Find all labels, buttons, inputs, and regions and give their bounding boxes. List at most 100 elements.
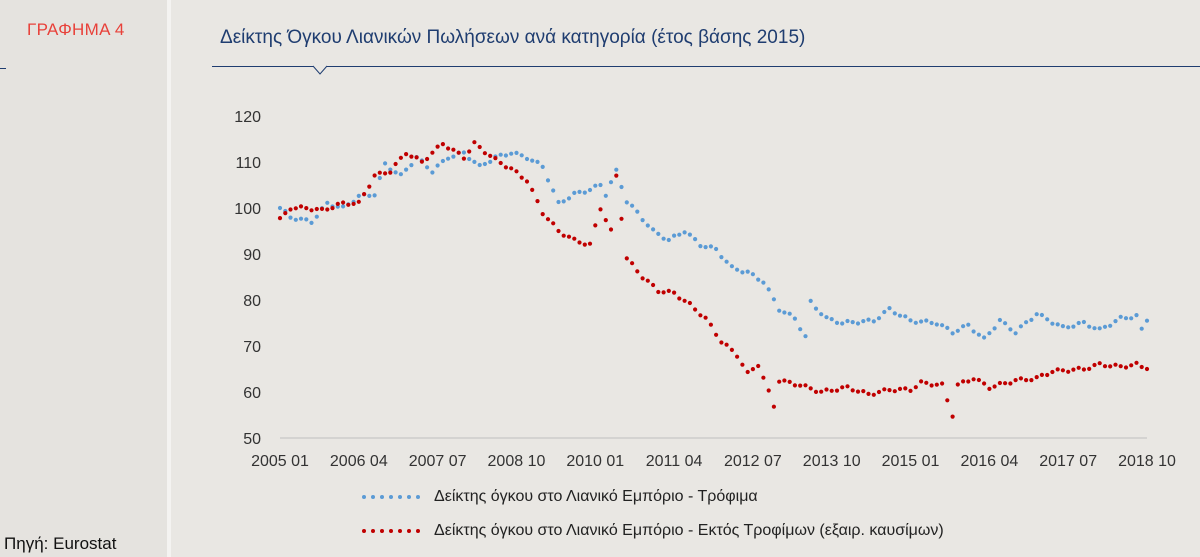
data-point (1008, 327, 1013, 332)
data-point (677, 232, 682, 237)
data-point (440, 142, 445, 147)
data-point (1024, 378, 1029, 383)
data-point (971, 377, 976, 382)
legend-swatch-food (360, 492, 422, 502)
data-point (1108, 323, 1113, 328)
data-point (940, 323, 945, 328)
data-point (404, 152, 409, 157)
data-point (750, 272, 756, 277)
data-point (729, 347, 735, 352)
data-point (761, 280, 766, 285)
x-tick-label: 2010 01 (566, 453, 624, 470)
data-point (582, 242, 587, 247)
data-point (961, 379, 966, 384)
data-point (1060, 368, 1065, 373)
data-point (976, 377, 982, 383)
data-point (398, 172, 403, 177)
data-point (735, 267, 740, 272)
x-tick-label: 2013 10 (803, 453, 861, 470)
data-point (703, 315, 708, 320)
data-point (325, 207, 330, 212)
data-point (556, 199, 561, 205)
data-point (908, 318, 913, 323)
data-point (1018, 376, 1024, 381)
data-point (782, 310, 787, 315)
data-point (1071, 324, 1076, 329)
data-point (777, 308, 782, 313)
data-point (1123, 316, 1129, 321)
data-point (1039, 312, 1044, 318)
data-point (740, 362, 745, 367)
data-point (771, 297, 777, 302)
data-point (409, 163, 414, 168)
data-point (624, 200, 629, 205)
data-point (1008, 381, 1013, 386)
data-point (803, 383, 808, 388)
data-point (1123, 365, 1129, 370)
data-point (850, 320, 855, 325)
data-point (314, 214, 319, 219)
data-point (277, 205, 283, 211)
data-point (861, 389, 866, 394)
data-point (876, 316, 882, 321)
data-point (934, 382, 939, 387)
data-point (1113, 319, 1118, 324)
data-point (524, 156, 530, 162)
data-point (714, 246, 719, 252)
y-tick-label: 70 (243, 339, 261, 356)
data-point (677, 296, 682, 301)
data-point (467, 156, 472, 162)
data-point (472, 140, 477, 145)
data-point (356, 199, 361, 204)
data-point (572, 236, 577, 241)
data-point (682, 298, 687, 303)
data-point (798, 327, 803, 332)
data-point (913, 320, 918, 325)
x-tick-label: 2018 10 (1118, 453, 1176, 470)
data-point (309, 220, 314, 225)
data-point (792, 383, 798, 388)
data-point (1097, 361, 1102, 366)
data-point (992, 384, 997, 389)
data-point (871, 392, 876, 397)
data-point (850, 388, 855, 393)
data-point (761, 375, 766, 380)
data-point (1134, 313, 1139, 318)
data-point (1076, 320, 1081, 326)
data-point (934, 322, 939, 327)
data-point (1060, 324, 1065, 329)
data-point (351, 201, 356, 206)
data-point (1034, 312, 1039, 317)
legend-label-food: Δείκτης όγκου στο Λιανικό Εμπόριο - Τρόφ… (434, 488, 758, 505)
data-point (698, 313, 703, 318)
data-point (624, 256, 629, 261)
data-point (724, 342, 729, 347)
data-point (503, 165, 508, 170)
data-point (314, 206, 319, 212)
data-point (740, 270, 745, 275)
data-point (1029, 317, 1034, 322)
data-point (509, 166, 514, 171)
data-point (651, 227, 656, 232)
data-point (1045, 372, 1050, 378)
data-point (1066, 369, 1071, 374)
data-point (1087, 366, 1092, 371)
data-point (1129, 316, 1134, 321)
data-point (745, 369, 750, 375)
data-point (514, 150, 519, 155)
data-point (1039, 372, 1044, 377)
data-point (855, 321, 861, 326)
data-point (409, 154, 414, 159)
data-point (819, 389, 824, 394)
y-tick-label: 110 (235, 155, 261, 172)
data-point (582, 190, 587, 195)
data-point (603, 218, 608, 223)
data-point (682, 230, 687, 235)
data-point (1066, 325, 1071, 330)
data-point (903, 314, 908, 319)
data-point (982, 335, 987, 340)
data-point (729, 264, 735, 269)
data-point (1118, 314, 1123, 319)
data-point (383, 161, 388, 166)
data-point (693, 237, 698, 242)
